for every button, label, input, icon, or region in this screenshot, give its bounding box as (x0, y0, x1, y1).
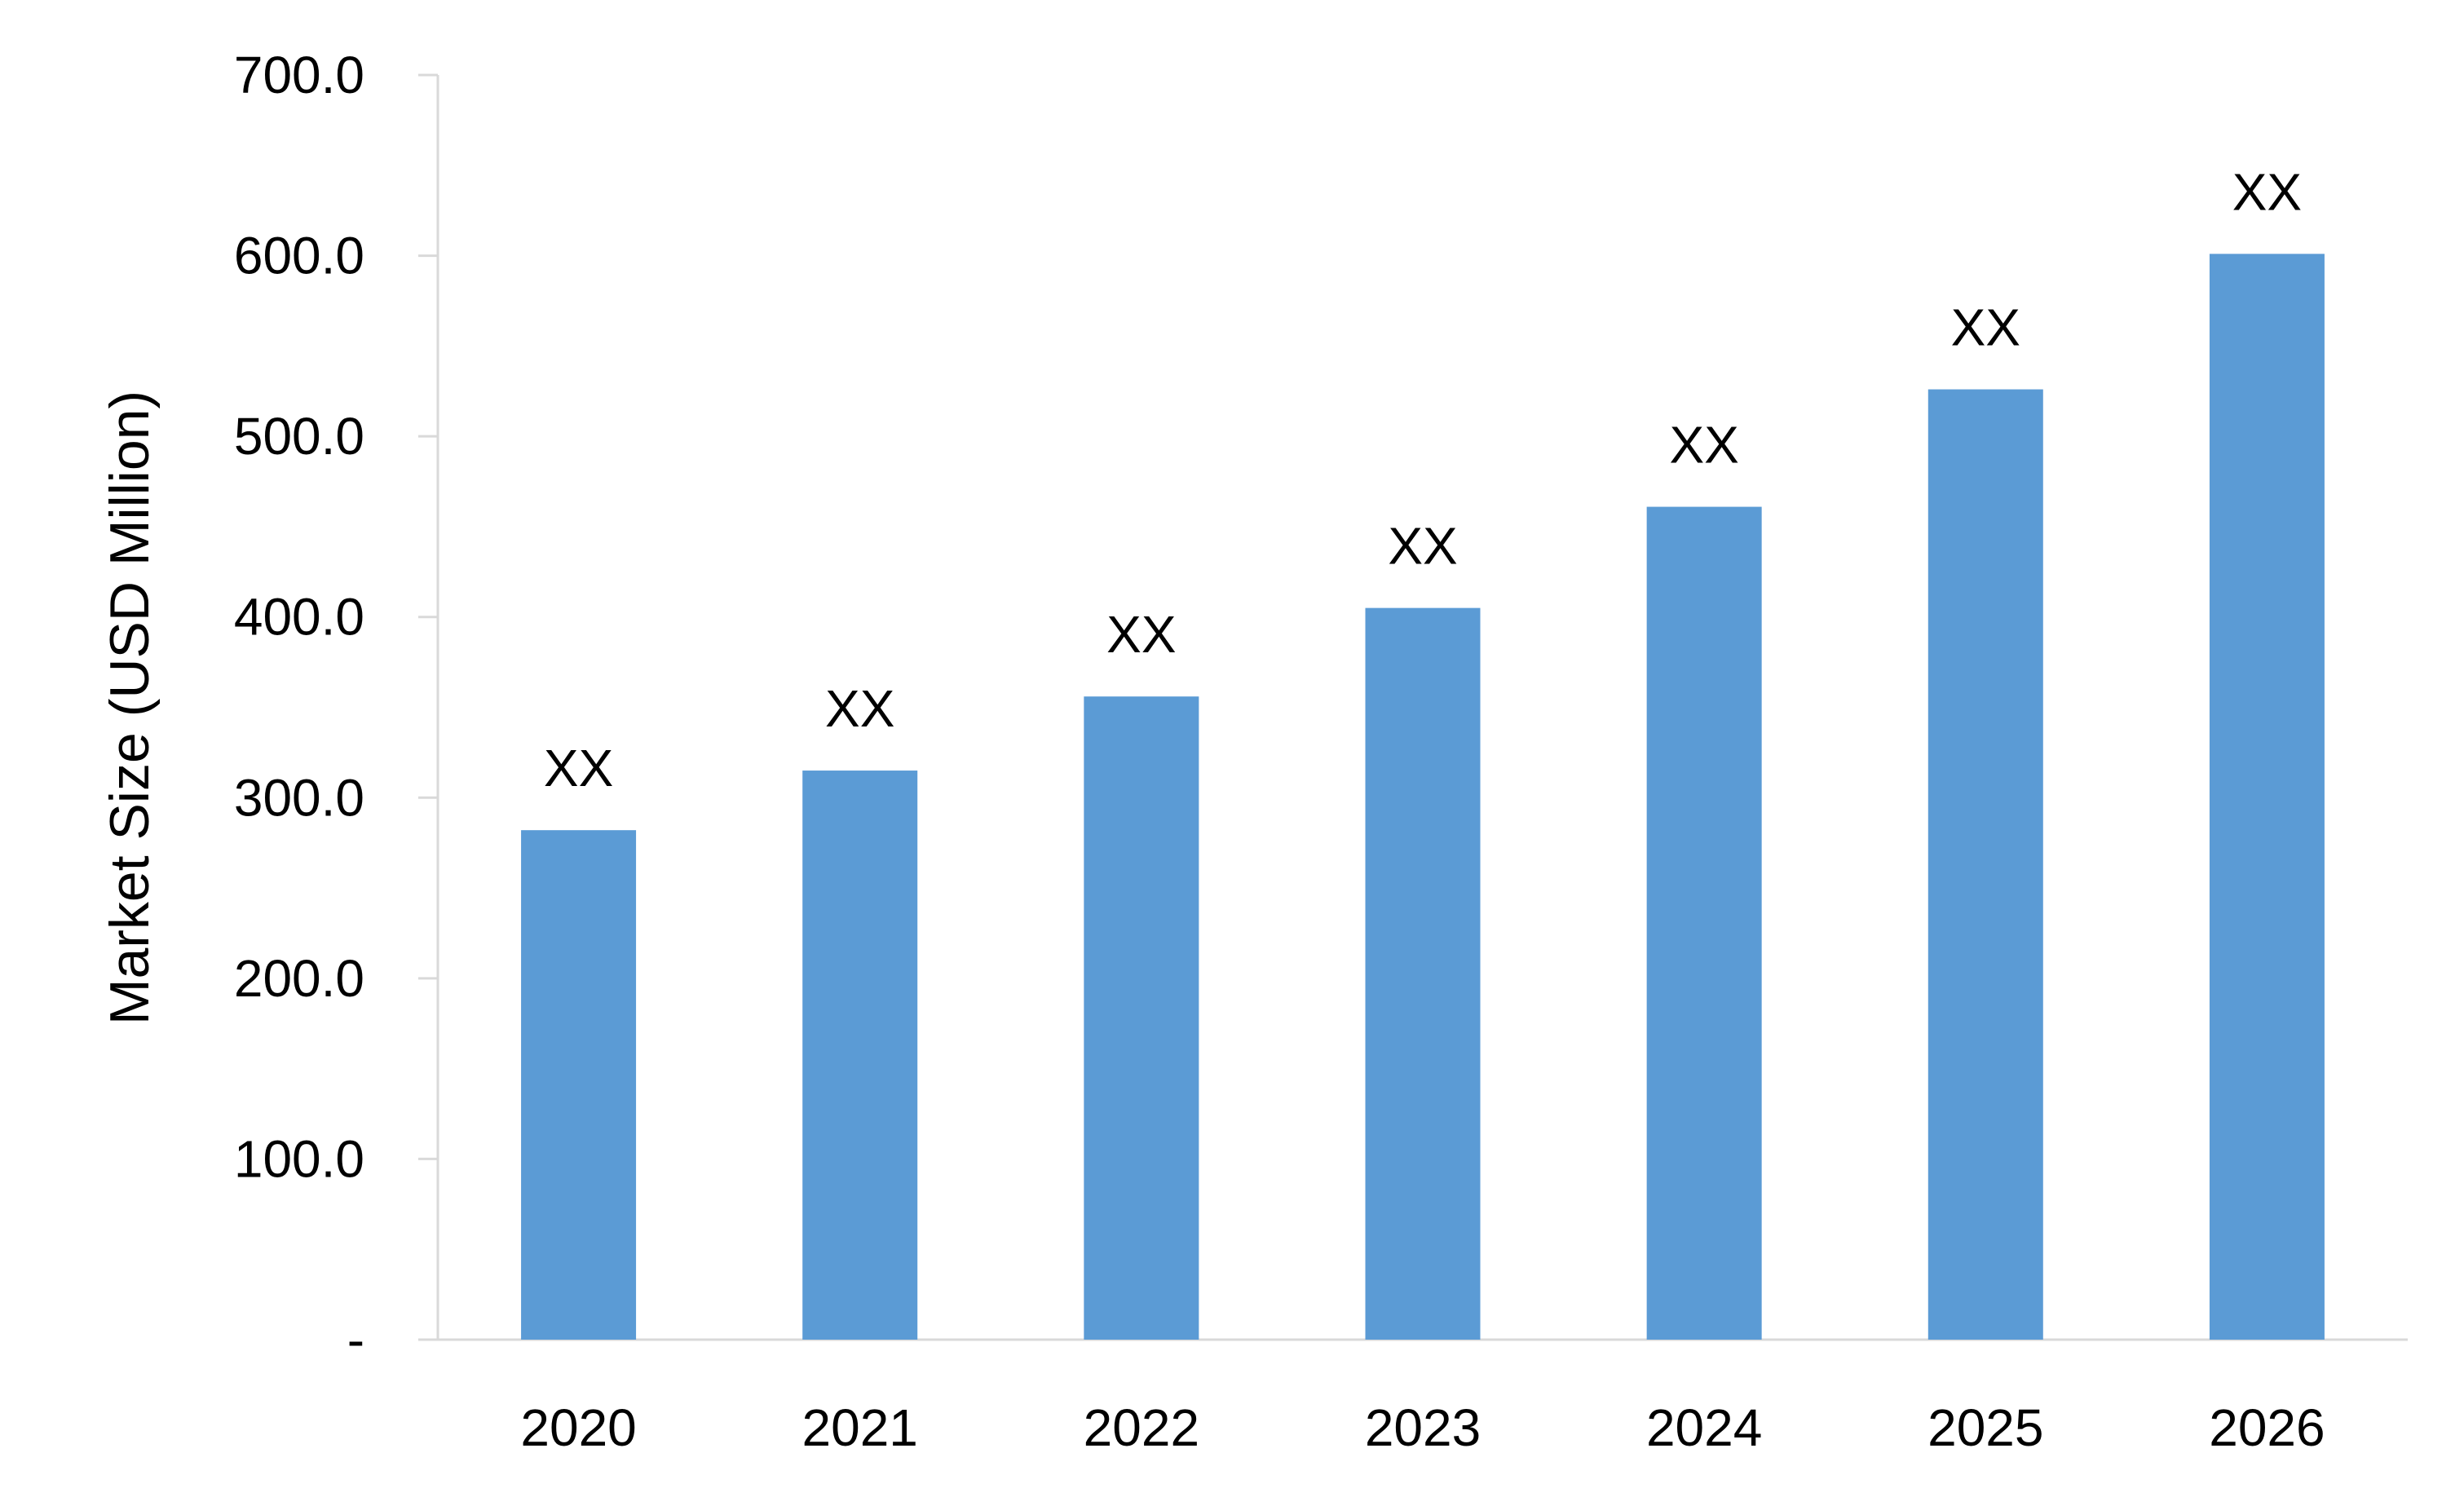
x-tick-label: 2025 (1927, 1398, 2043, 1457)
bar-2020 (521, 830, 637, 1340)
data-label: XX (2232, 162, 2302, 221)
x-axis: 2020 2021 2022 2023 2024 2025 2026 (420, 1338, 2408, 1457)
data-label: XX (544, 739, 613, 797)
data-label: XX (1951, 298, 2020, 357)
data-labels: XX XX XX XX XX XX XX (544, 162, 2302, 797)
y-axis: - 100.0 200.0 300.0 400.0 500.0 600.0 700.0 (234, 46, 439, 1369)
y-tick-label: - (347, 1310, 364, 1369)
bar-2023 (1365, 607, 1481, 1340)
y-tick-label: 500.0 (234, 407, 364, 466)
x-tick-label: 2022 (1084, 1398, 1199, 1457)
data-label: XX (825, 679, 894, 738)
y-tick-label: 700.0 (234, 46, 364, 104)
x-tick-label: 2021 (802, 1398, 918, 1457)
y-tick-label: 300.0 (234, 768, 364, 827)
x-tick-label: 2023 (1365, 1398, 1481, 1457)
bar-2026 (2209, 254, 2325, 1340)
data-label: XX (1669, 416, 1738, 475)
y-axis-title: Market Size (USD Million) (99, 391, 161, 1025)
x-tick-label: 2024 (1646, 1398, 1762, 1457)
y-tick-label: 100.0 (234, 1129, 364, 1188)
x-tick-label: 2020 (520, 1398, 636, 1457)
bar-2024 (1646, 506, 1762, 1340)
y-tick-label: 400.0 (234, 588, 364, 647)
y-tick-label: 200.0 (234, 949, 364, 1008)
data-label: XX (1388, 517, 1457, 576)
bars (521, 254, 2325, 1340)
data-label: XX (1106, 605, 1176, 664)
bar-2021 (802, 771, 918, 1340)
y-tick-label: 600.0 (234, 227, 364, 285)
bar-2025 (1927, 389, 2043, 1340)
x-tick-label: 2026 (2209, 1398, 2325, 1457)
bar-2022 (1084, 696, 1199, 1340)
